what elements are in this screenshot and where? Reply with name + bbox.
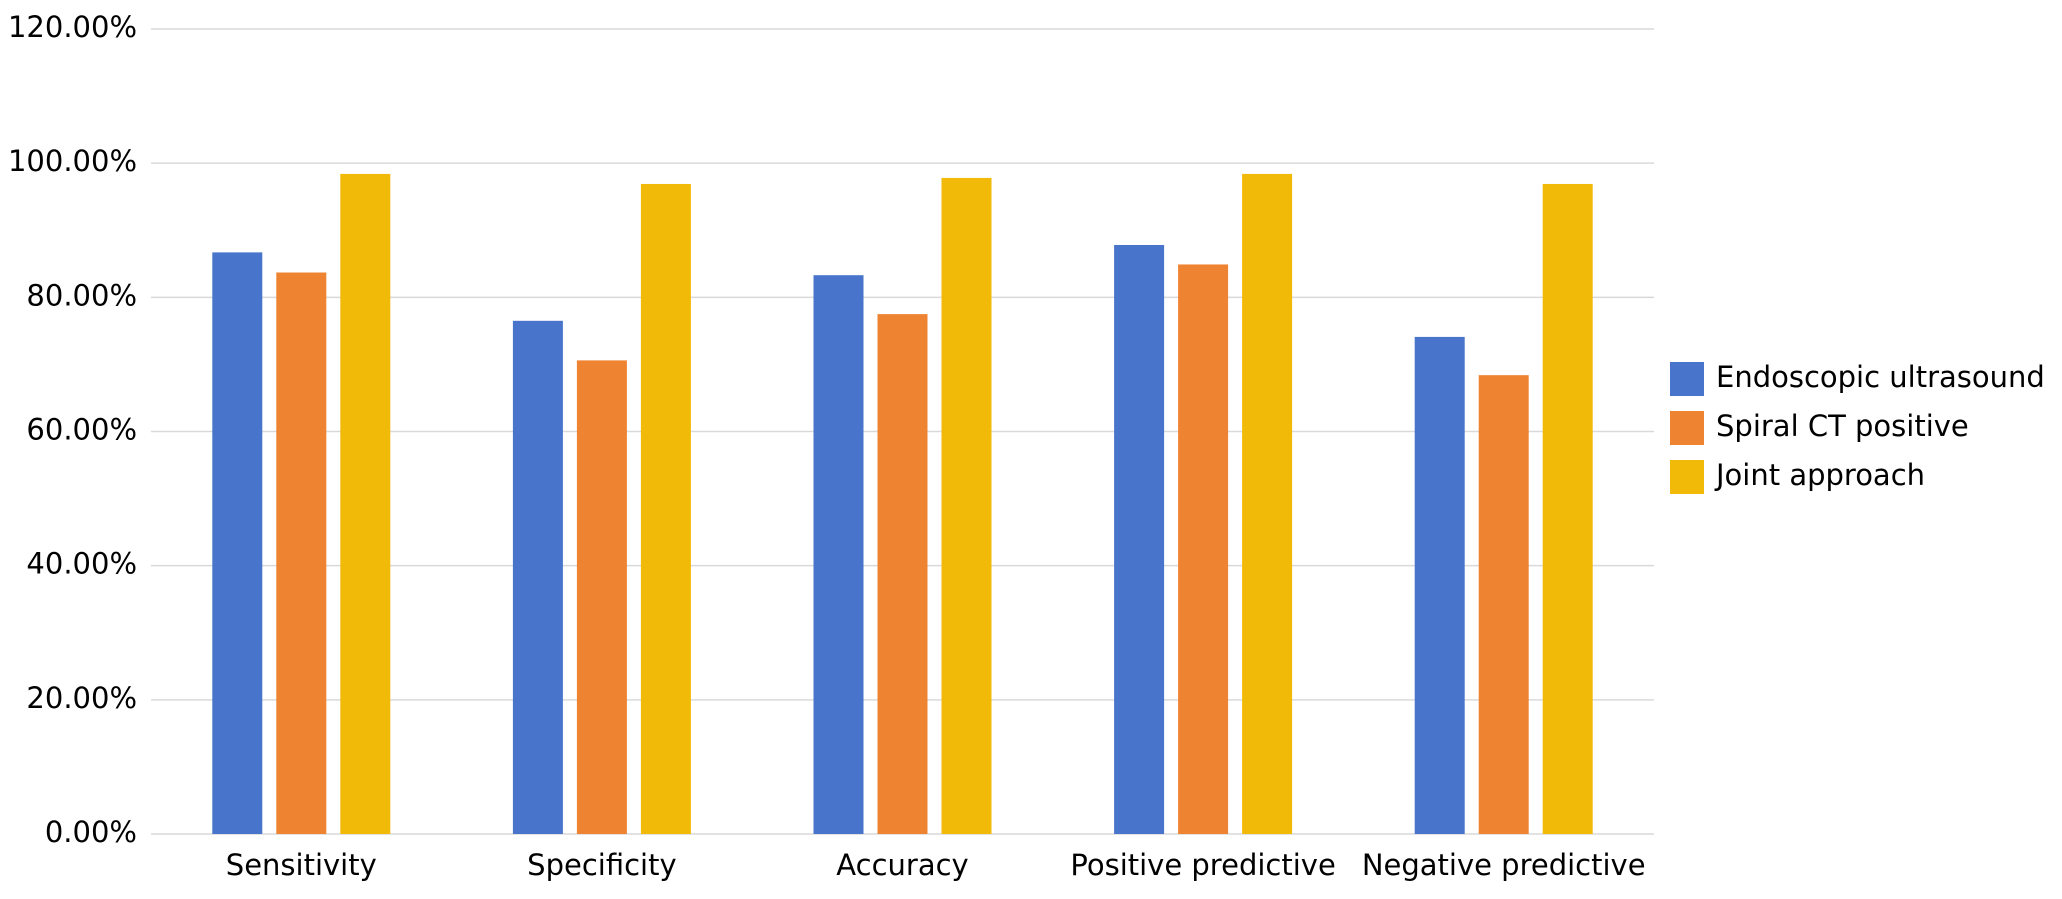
bar [1242, 173, 1293, 834]
y-tick-label: 80.00% [26, 278, 137, 312]
y-tick-label: 40.00% [26, 547, 137, 581]
x-tick-label: Sensitivity [226, 848, 377, 882]
bar [1114, 245, 1165, 835]
bar [941, 177, 992, 835]
legend-swatch [1670, 460, 1704, 494]
y-tick-label: 100.00% [8, 144, 137, 178]
bar [1478, 375, 1529, 834]
bar [877, 314, 928, 835]
bar [276, 272, 327, 834]
bar [212, 252, 263, 834]
bar [512, 320, 563, 834]
legend-swatch [1670, 411, 1704, 445]
x-tick-label: Specificity [527, 848, 676, 882]
y-tick-label: 60.00% [26, 413, 137, 447]
y-tick-label: 20.00% [26, 681, 137, 715]
legend-label: Joint approach [1714, 458, 1925, 492]
bar [576, 360, 627, 834]
x-tick-label: Negative predictive [1362, 848, 1646, 882]
y-tick-label: 0.00% [45, 815, 137, 849]
bar [1414, 336, 1465, 834]
x-tick-label: Positive predictive [1070, 848, 1335, 882]
legend-label: Endoscopic ultrasound [1716, 360, 2045, 394]
x-tick-label: Accuracy [836, 848, 968, 882]
y-tick-label: 120.00% [8, 10, 137, 44]
bar [1542, 183, 1593, 834]
legend-label: Spiral CT positive [1716, 409, 1969, 443]
bar [340, 173, 391, 834]
bar [813, 275, 864, 835]
bar [640, 183, 691, 834]
legend-swatch [1670, 362, 1704, 396]
bar [1178, 264, 1229, 834]
